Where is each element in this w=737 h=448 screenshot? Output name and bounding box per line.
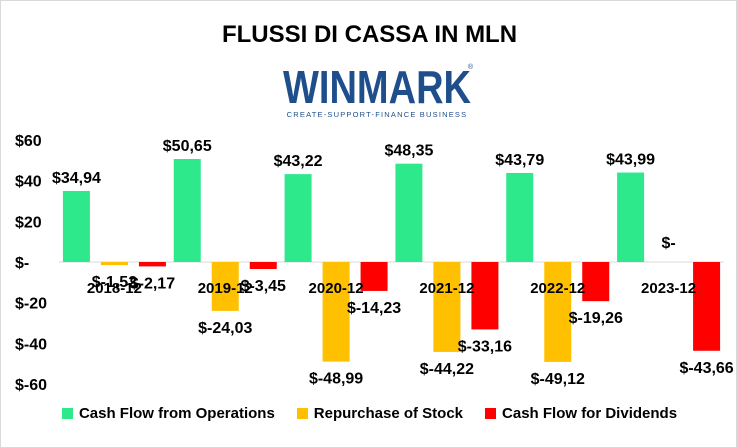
bar-cash-flow-for-dividends [138,262,166,267]
legend-item-repurchase: Repurchase of Stock [296,405,464,422]
data-label: $-3,45 [241,278,286,295]
data-label: $-1,52 [92,274,137,291]
chart-legend: Cash Flow from Operations Repurchase of … [1,405,737,422]
data-label: $-14,23 [347,300,401,317]
bar-cash-flow-from-operations [395,163,423,262]
logo-registered-mark: ® [468,63,474,71]
legend-label-operations: Cash Flow from Operations [78,405,275,422]
y-tick-label: $-60 [15,377,47,394]
y-tick-label: $40 [15,174,42,191]
bar-cash-flow-for-dividends [693,262,721,351]
data-label: $34,94 [52,170,101,187]
bar-cash-flow-for-dividends [360,262,388,291]
y-tick-label: $- [15,255,29,272]
data-label: $48,35 [384,143,433,160]
bar-cash-flow-for-dividends [582,262,610,302]
data-label: $-44,22 [420,361,474,378]
bar-repurchase-of-stock [544,262,572,362]
category-label: 2020-12 [309,280,364,297]
data-label: $43,79 [495,152,544,169]
bar-repurchase-of-stock [433,262,461,352]
category-label: 2022-12 [530,280,585,297]
legend-label-repurchase: Repurchase of Stock [313,405,464,422]
legend-item-dividends: Cash Flow for Dividends [485,405,677,422]
data-label: $-48,99 [309,371,363,388]
bar-chart: $60 $40 $20 $- $-20 $-40 $-60 2018-12 2019-12 202… [15,133,734,394]
category-label: 2019-12 [198,280,253,297]
data-label: $50,65 [163,138,212,155]
chart-title: FLUSSI DI CASSA IN MLN [221,21,518,48]
data-label: $-49,12 [531,371,585,388]
data-label: $-19,26 [569,310,623,327]
y-tick-label: $-20 [15,296,47,313]
legend-swatch-operations [61,408,73,419]
legend-label-dividends: Cash Flow for Dividends [502,405,678,422]
bar-repurchase-of-stock [211,262,239,311]
bar-repurchase-of-stock [322,262,350,362]
data-label: $- [661,235,675,252]
data-label: $-43,66 [679,360,733,377]
bar-repurchase-of-stock [100,262,128,266]
logo-wordmark: WINMARK [283,61,471,113]
legend-item-operations: Cash Flow from Operations [61,405,275,422]
bar-cash-flow-from-operations [173,159,201,262]
bar-cash-flow-from-operations [62,190,90,262]
logo-tagline: CREATE-SUPPORT-FINANCE BUSINESS [287,110,468,119]
bar-cash-flow-from-operations [506,172,534,262]
category-label: 2021-12 [419,280,474,297]
bar-cash-flow-for-dividends [471,262,499,330]
y-tick-label: $60 [15,133,42,150]
y-tick-label: $20 [15,214,42,231]
data-label: $-2,17 [130,275,175,292]
bar-cash-flow-from-operations [284,174,312,262]
data-label: $-33,16 [458,338,512,355]
category-label: 2018-12 [87,280,142,297]
data-label: $43,22 [274,153,323,170]
winmark-logo: WINMARK ® CREATE-SUPPORT-FINANCE BUSINES… [283,61,474,119]
y-tick-label: $-40 [15,336,47,353]
bar-cash-flow-for-dividends [249,262,277,270]
category-label: 2023-12 [641,280,696,297]
legend-swatch-repurchase [296,408,308,419]
data-label: $43,99 [606,152,655,169]
bar-cash-flow-from-operations [617,172,645,262]
data-label: $-24,03 [198,320,252,337]
legend-swatch-dividends [485,408,497,419]
